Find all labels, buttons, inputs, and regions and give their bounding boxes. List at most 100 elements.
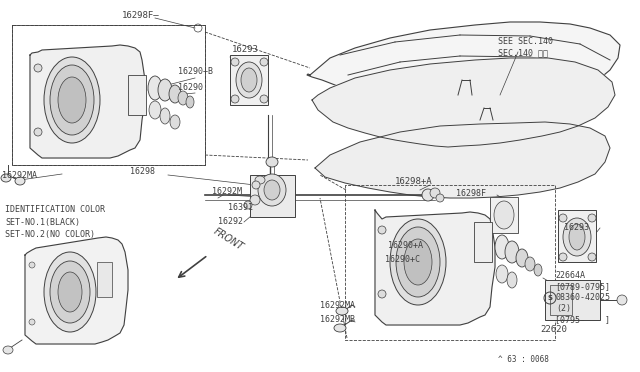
Ellipse shape: [29, 319, 35, 325]
Text: 16292MA: 16292MA: [2, 170, 37, 180]
Bar: [550, 285, 572, 315]
Text: 16290+C: 16290+C: [385, 256, 420, 264]
Text: 16290+B: 16290+B: [178, 67, 213, 77]
Ellipse shape: [244, 201, 252, 209]
Bar: [545, 280, 600, 320]
Ellipse shape: [241, 68, 257, 92]
Text: 16292MA: 16292MA: [320, 301, 355, 310]
Ellipse shape: [422, 189, 434, 201]
Ellipse shape: [50, 65, 94, 135]
Text: [0795-    ]: [0795- ]: [555, 315, 610, 324]
Text: SET-NO.1(BLACK): SET-NO.1(BLACK): [5, 218, 80, 227]
Text: 16298+A: 16298+A: [395, 177, 433, 186]
Ellipse shape: [390, 219, 446, 305]
Text: S: S: [547, 295, 552, 301]
Ellipse shape: [563, 218, 591, 256]
Text: ^ 63 : 0068: ^ 63 : 0068: [498, 356, 549, 365]
Ellipse shape: [258, 174, 286, 206]
Ellipse shape: [617, 295, 627, 305]
Ellipse shape: [255, 176, 265, 184]
Ellipse shape: [252, 181, 260, 189]
Bar: [558, 210, 596, 262]
Ellipse shape: [236, 62, 262, 98]
Text: 16290: 16290: [178, 83, 203, 93]
Ellipse shape: [396, 227, 440, 297]
Text: 08360-42025: 08360-42025: [556, 294, 611, 302]
Ellipse shape: [260, 58, 268, 66]
Polygon shape: [30, 45, 145, 158]
Text: SEC.140 参照: SEC.140 参照: [498, 48, 548, 58]
Ellipse shape: [1, 174, 11, 182]
Text: SET-NO.2(NO COLOR): SET-NO.2(NO COLOR): [5, 230, 95, 238]
Polygon shape: [25, 237, 128, 344]
Text: [0789-0795]: [0789-0795]: [555, 282, 610, 292]
Ellipse shape: [58, 77, 86, 123]
Ellipse shape: [559, 253, 567, 261]
Text: SEE SEC.140: SEE SEC.140: [498, 38, 553, 46]
Ellipse shape: [266, 157, 278, 167]
Ellipse shape: [260, 95, 268, 103]
Ellipse shape: [569, 224, 585, 250]
Bar: [250, 175, 295, 217]
Ellipse shape: [494, 201, 514, 229]
Ellipse shape: [436, 194, 444, 202]
Bar: [97, 262, 112, 297]
Ellipse shape: [34, 64, 42, 72]
Ellipse shape: [3, 346, 13, 354]
Bar: [230, 55, 268, 105]
Text: 16298F—: 16298F—: [122, 12, 159, 20]
Ellipse shape: [378, 290, 386, 298]
Ellipse shape: [231, 95, 239, 103]
Ellipse shape: [588, 214, 596, 222]
Ellipse shape: [378, 226, 386, 234]
Ellipse shape: [160, 108, 170, 124]
Ellipse shape: [158, 79, 172, 101]
Ellipse shape: [231, 58, 239, 66]
Ellipse shape: [15, 177, 25, 185]
Text: 16298: 16298: [130, 167, 155, 176]
Ellipse shape: [495, 235, 509, 259]
Ellipse shape: [404, 239, 432, 285]
Ellipse shape: [149, 101, 161, 119]
Text: 22664A: 22664A: [555, 272, 585, 280]
Text: 22620: 22620: [540, 326, 567, 334]
Text: (2): (2): [556, 305, 571, 314]
Ellipse shape: [186, 96, 194, 108]
Polygon shape: [312, 58, 615, 147]
Text: 16292MB: 16292MB: [320, 315, 355, 324]
Ellipse shape: [588, 253, 596, 261]
Ellipse shape: [516, 249, 528, 267]
Bar: [128, 75, 146, 115]
Ellipse shape: [525, 257, 535, 271]
Text: 16298F: 16298F: [456, 189, 486, 198]
Ellipse shape: [559, 214, 567, 222]
Text: 16391: 16391: [228, 203, 253, 212]
Ellipse shape: [430, 188, 440, 198]
Ellipse shape: [34, 128, 42, 136]
Text: IDENTIFICATION COLOR: IDENTIFICATION COLOR: [5, 205, 105, 215]
Ellipse shape: [50, 261, 90, 323]
Ellipse shape: [534, 264, 542, 276]
Bar: [490, 197, 518, 233]
Ellipse shape: [250, 195, 260, 205]
Ellipse shape: [264, 180, 280, 200]
Ellipse shape: [336, 307, 348, 315]
Ellipse shape: [170, 115, 180, 129]
Polygon shape: [315, 122, 610, 198]
Bar: [474, 222, 492, 262]
Ellipse shape: [29, 262, 35, 268]
Ellipse shape: [58, 272, 82, 312]
Ellipse shape: [169, 85, 181, 103]
Text: 16292M: 16292M: [212, 187, 242, 196]
Text: 16293: 16293: [232, 45, 259, 55]
Ellipse shape: [44, 252, 96, 332]
Ellipse shape: [505, 241, 519, 263]
Text: FRONT: FRONT: [212, 226, 246, 252]
Polygon shape: [307, 22, 620, 117]
Ellipse shape: [178, 91, 188, 105]
Ellipse shape: [334, 324, 346, 332]
Polygon shape: [375, 210, 495, 325]
Text: 16290+A: 16290+A: [388, 241, 423, 250]
Ellipse shape: [44, 57, 100, 143]
Ellipse shape: [507, 272, 517, 288]
